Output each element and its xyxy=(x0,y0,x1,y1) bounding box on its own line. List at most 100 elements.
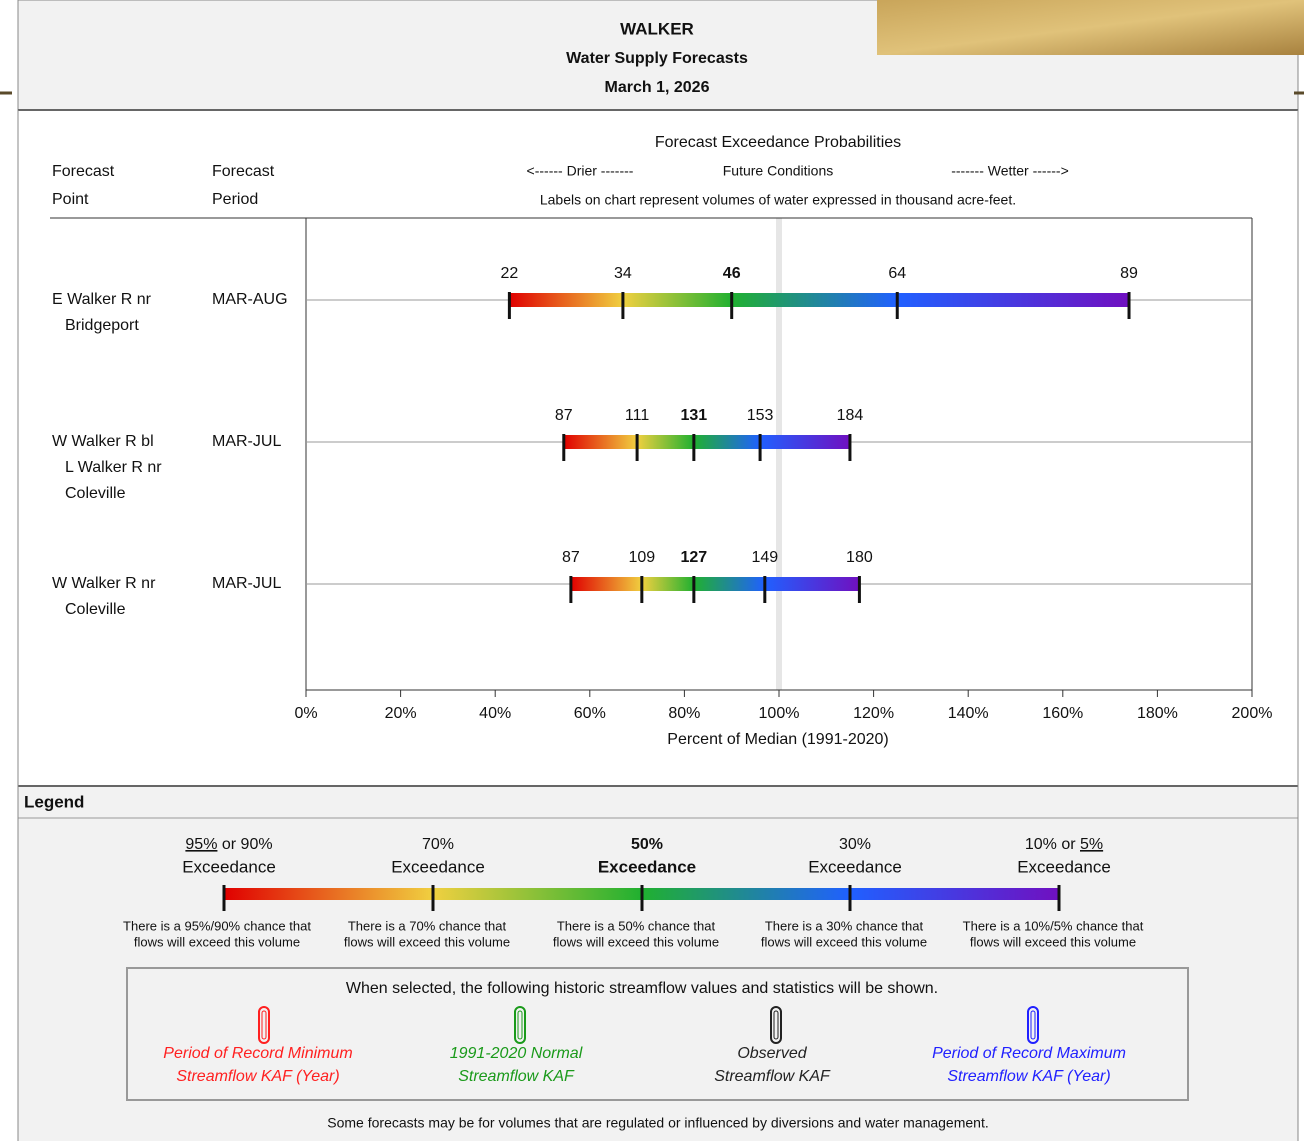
legend-sub: Exceedance xyxy=(182,857,276,876)
volume-label: 111 xyxy=(625,407,649,424)
header-photo xyxy=(877,0,1304,55)
legend-sub: Exceedance xyxy=(1017,857,1111,876)
volume-label: 22 xyxy=(500,265,518,282)
legend-label-part: 30% xyxy=(839,836,871,853)
x-tick-label: 20% xyxy=(385,705,417,722)
header-title: WALKER xyxy=(620,19,694,38)
legend-bar xyxy=(433,888,642,900)
volume-label: 109 xyxy=(628,549,655,566)
historic-label: Period of Record Maximum xyxy=(932,1045,1126,1062)
bar-segment xyxy=(693,435,761,449)
historic-label: Streamflow KAF xyxy=(714,1068,831,1085)
volume-label: 64 xyxy=(888,265,906,282)
legend-desc: There is a 50% chance that xyxy=(557,918,716,933)
direction-label: Future Conditions xyxy=(723,163,834,179)
volume-label: 46 xyxy=(723,265,741,282)
x-tick-label: 120% xyxy=(853,705,894,722)
x-tick-label: 100% xyxy=(759,705,800,722)
column-header: Forecast xyxy=(212,163,275,180)
legend-desc: There is a 95%/90% chance that xyxy=(123,918,311,933)
forecast-point: L Walker R nr xyxy=(65,459,162,476)
legend-bar xyxy=(850,888,1059,900)
forecast-period: MAR-AUG xyxy=(212,291,288,308)
historic-icon xyxy=(258,1006,270,1044)
bar-segment xyxy=(563,435,638,449)
header-date: March 1, 2026 xyxy=(605,79,710,96)
historic-icon xyxy=(1027,1006,1039,1044)
forecast-period: MAR-JUL xyxy=(212,575,281,592)
legend-sub: Exceedance xyxy=(808,857,902,876)
historic-label: Streamflow KAF xyxy=(458,1068,575,1085)
column-header: Period xyxy=(212,191,258,208)
legend-title: Legend xyxy=(24,792,84,811)
bar-segment xyxy=(760,435,850,449)
legend-label: 70% xyxy=(422,836,454,853)
bar-segment xyxy=(731,293,898,307)
legend-bg xyxy=(18,786,1298,1141)
volume-label: 153 xyxy=(747,407,774,424)
legend-desc: flows will exceed this volume xyxy=(344,934,510,949)
legend-label-part: 95% xyxy=(185,836,217,853)
legend-label-part: or 90% xyxy=(217,836,272,853)
legend-sub: Exceedance xyxy=(598,857,696,876)
forecast-point: Coleville xyxy=(65,601,126,618)
forecast-point: W Walker R bl xyxy=(52,433,154,450)
volume-label: 87 xyxy=(555,407,573,424)
volume-label: 184 xyxy=(837,407,864,424)
legend-desc: flows will exceed this volume xyxy=(761,934,927,949)
legend-sub: Exceedance xyxy=(391,857,485,876)
legend-desc: flows will exceed this volume xyxy=(970,934,1136,949)
legend-label-part: 10% or xyxy=(1025,836,1080,853)
bar-segment xyxy=(622,293,732,307)
volume-label: 180 xyxy=(846,549,873,566)
bar-segment xyxy=(764,577,860,591)
historic-label: 1991-2020 Normal xyxy=(450,1045,583,1062)
x-tick-label: 160% xyxy=(1042,705,1083,722)
x-tick-label: 40% xyxy=(479,705,511,722)
chart-note: Labels on chart represent volumes of wat… xyxy=(540,192,1016,208)
legend-desc: There is a 70% chance that xyxy=(348,918,507,933)
legend-label: 30% xyxy=(839,836,871,853)
historic-label: Period of Record Minimum xyxy=(163,1045,352,1062)
legend-label-part: 70% xyxy=(422,836,454,853)
historic-icon xyxy=(514,1006,526,1044)
legend-bar xyxy=(642,888,850,900)
reference-line xyxy=(776,218,782,690)
direction-label: ------- Wetter ------> xyxy=(951,163,1069,179)
x-tick-label: 0% xyxy=(294,705,317,722)
forecast-point: W Walker R nr xyxy=(52,575,156,592)
chart-title: Forecast Exceedance Probabilities xyxy=(655,134,901,151)
bar-segment xyxy=(570,577,642,591)
volume-label: 149 xyxy=(751,549,778,566)
forecast-point: Bridgeport xyxy=(65,317,139,334)
direction-label: <------ Drier ------- xyxy=(527,163,634,179)
historic-label: Observed xyxy=(737,1045,807,1062)
bar-segment xyxy=(693,577,765,591)
bar-segment xyxy=(509,293,623,307)
volume-label: 34 xyxy=(614,265,632,282)
x-tick-label: 80% xyxy=(668,705,700,722)
legend-desc: There is a 10%/5% chance that xyxy=(963,918,1144,933)
column-header: Forecast xyxy=(52,163,115,180)
bar-segment xyxy=(637,435,694,449)
legend-desc: flows will exceed this volume xyxy=(553,934,719,949)
column-header: Point xyxy=(52,191,89,208)
legend-desc: flows will exceed this volume xyxy=(134,934,300,949)
forecast-period: MAR-JUL xyxy=(212,433,281,450)
legend-label: 10% or 5% xyxy=(1025,836,1103,853)
legend-label-part: 5% xyxy=(1080,836,1103,853)
bar-segment xyxy=(641,577,694,591)
x-axis-label: Percent of Median (1991-2020) xyxy=(667,731,888,748)
historic-intro: When selected, the following historic st… xyxy=(346,980,938,997)
legend-label-part: 50% xyxy=(631,836,663,853)
bar-segment xyxy=(897,293,1130,307)
legend-bar xyxy=(224,888,433,900)
historic-icon-inner xyxy=(261,1010,267,1040)
historic-icon-inner xyxy=(517,1010,523,1040)
header-subtitle: Water Supply Forecasts xyxy=(566,50,748,67)
x-tick-label: 180% xyxy=(1137,705,1178,722)
historic-icon-inner xyxy=(1030,1010,1036,1040)
legend-label: 95% or 90% xyxy=(185,836,272,853)
forecast-point: E Walker R nr xyxy=(52,291,152,308)
